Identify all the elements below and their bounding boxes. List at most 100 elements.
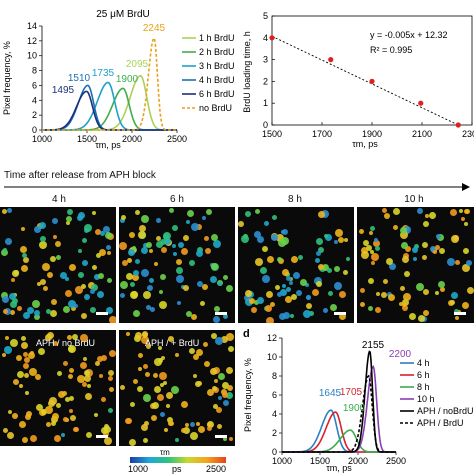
cell (66, 216, 72, 222)
cell (344, 238, 348, 242)
fit-line (271, 35, 459, 126)
cell (455, 260, 460, 265)
cell (213, 316, 220, 323)
cell (178, 242, 184, 248)
cell (32, 300, 40, 308)
y-tick-label: 10 (27, 51, 37, 61)
cell (303, 310, 311, 318)
cell (368, 306, 373, 311)
cell (109, 316, 116, 323)
cell (3, 248, 7, 252)
cell (221, 336, 228, 343)
cell (423, 221, 429, 227)
cell (218, 396, 222, 400)
cell (171, 386, 179, 394)
cell (226, 367, 233, 374)
cell (383, 279, 388, 284)
x-tick-label: 2500 (167, 134, 187, 144)
cell (80, 362, 87, 369)
cell (127, 258, 132, 263)
timeline-title: Time after release from APH block (4, 170, 156, 181)
cell (72, 334, 78, 340)
cell (49, 397, 57, 405)
cell (17, 306, 22, 311)
cell (210, 368, 217, 375)
cell (371, 253, 379, 261)
cell (130, 282, 135, 287)
cell (214, 379, 218, 383)
cell (63, 361, 68, 366)
cell (56, 255, 61, 260)
cell (191, 223, 199, 231)
cell (74, 304, 78, 308)
series-line-5 (282, 374, 396, 453)
cell (266, 291, 273, 298)
cell (325, 234, 332, 241)
cell (75, 286, 83, 294)
cell (315, 258, 320, 263)
cell (50, 310, 57, 317)
cell (156, 236, 161, 241)
cell (226, 392, 233, 399)
cell (451, 235, 459, 243)
cell (99, 374, 103, 378)
cell (150, 307, 155, 312)
cell (414, 244, 419, 249)
y-tick-label: 8 (272, 371, 277, 381)
y-tick-label: 0 (32, 125, 37, 135)
cell (417, 208, 423, 214)
cell (163, 381, 167, 385)
cell (125, 418, 131, 424)
cell (361, 251, 369, 259)
y-tick-label: 2 (272, 428, 277, 438)
cell (17, 371, 24, 378)
cell (422, 242, 428, 248)
cell (267, 256, 274, 263)
cell (206, 209, 212, 215)
cell (309, 311, 314, 316)
cell (223, 314, 228, 319)
cell (13, 379, 19, 385)
cell (375, 307, 381, 313)
cell (20, 246, 27, 253)
cell (19, 421, 26, 428)
cell (2, 209, 7, 214)
cell (143, 438, 148, 443)
cell (173, 252, 177, 256)
cell (187, 210, 194, 217)
cell (91, 284, 98, 291)
cell (245, 211, 251, 217)
cell (447, 258, 455, 266)
cell (334, 240, 338, 244)
cell (138, 367, 142, 371)
cell (266, 317, 274, 323)
cell (47, 272, 53, 278)
cell (1, 249, 8, 256)
cell (318, 211, 325, 218)
cell (334, 266, 340, 272)
cell (5, 336, 9, 340)
cell (207, 422, 212, 427)
cell (176, 275, 184, 283)
cell (393, 225, 398, 230)
cell (277, 292, 282, 297)
cell (58, 391, 65, 398)
cell (65, 277, 69, 281)
cell (120, 281, 128, 289)
cell (22, 253, 27, 258)
cell (4, 346, 12, 354)
cell (156, 218, 161, 223)
cell (423, 289, 429, 295)
cell (464, 209, 469, 214)
cell (99, 249, 106, 256)
cell (10, 310, 15, 315)
cell (186, 220, 190, 224)
cell (83, 357, 87, 361)
cell (129, 439, 136, 446)
timeline-arrow (4, 183, 470, 191)
cell (305, 283, 309, 287)
cell (202, 284, 208, 290)
cell (191, 314, 197, 320)
cell (280, 289, 287, 296)
micro-image-8h (238, 207, 354, 323)
